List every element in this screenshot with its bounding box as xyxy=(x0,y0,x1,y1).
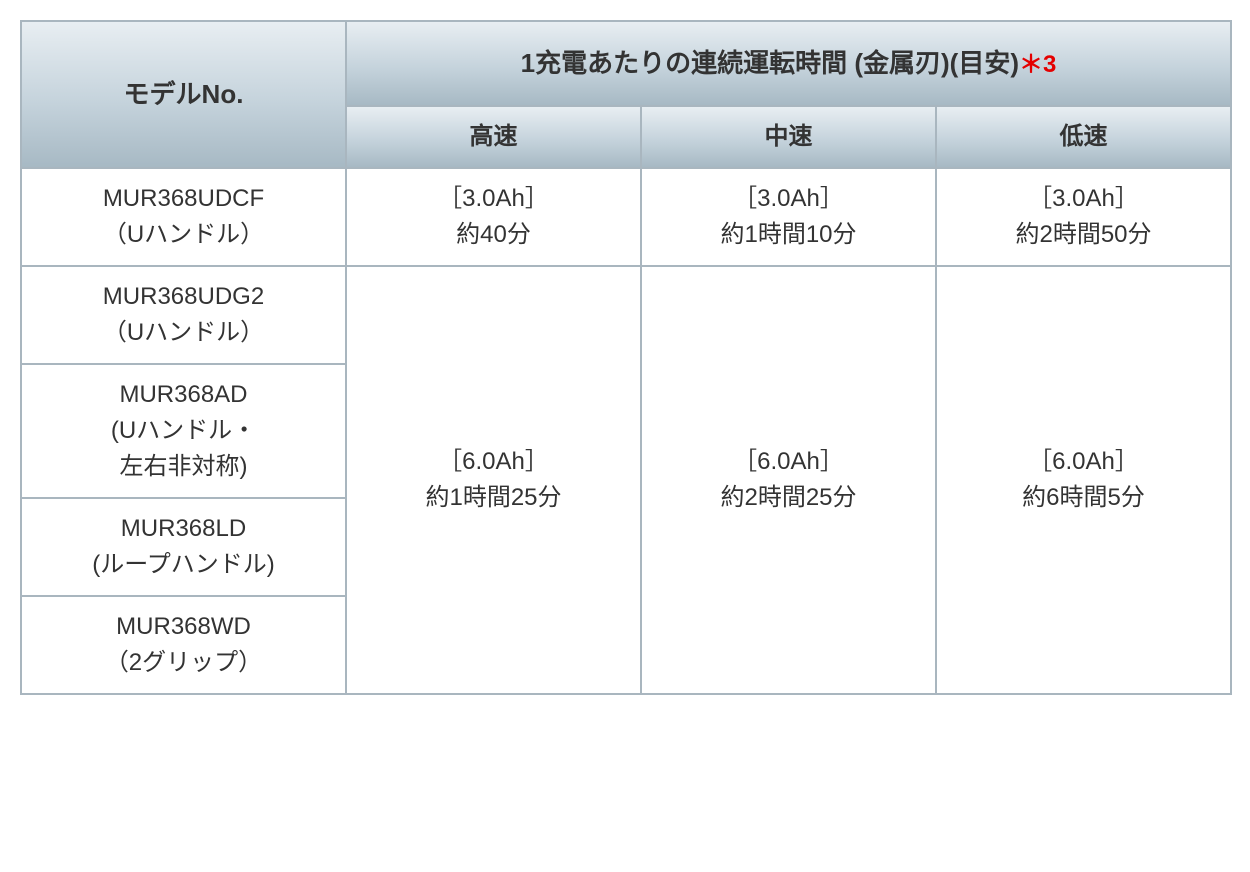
model-sub: （Uハンドル） xyxy=(30,315,337,351)
ah-label: ［6.0Ah］ xyxy=(355,444,632,480)
time-label: 約2時間50分 xyxy=(945,217,1222,253)
runtime-header: 1充電あたりの連続運転時間 (金属刃)(目安)＊3 xyxy=(346,21,1231,106)
table-row: MUR368UDG2 （Uハンドル） ［6.0Ah］ 約1時間25分 ［6.0A… xyxy=(21,266,1231,364)
model-cell: MUR368WD （2グリップ） xyxy=(21,596,346,694)
model-name: MUR368AD xyxy=(30,377,337,413)
model-name: MUR368LD xyxy=(30,511,337,547)
ah-label: ［6.0Ah］ xyxy=(945,444,1222,480)
model-sub: （2グリップ） xyxy=(30,645,337,681)
model-cell: MUR368LD (ループハンドル) xyxy=(21,498,346,596)
header-row-1: モデルNo. 1充電あたりの連続運転時間 (金属刃)(目安)＊3 xyxy=(21,21,1231,106)
mid-cell-merged: ［6.0Ah］ 約2時間25分 xyxy=(641,266,936,694)
model-sub: (ループハンドル) xyxy=(30,547,337,583)
table-row: MUR368UDCF （Uハンドル） ［3.0Ah］ 約40分 ［3.0Ah］ … xyxy=(21,168,1231,266)
mid-cell: ［3.0Ah］ 約1時間10分 xyxy=(641,168,936,266)
model-header: モデルNo. xyxy=(21,21,346,168)
note-ref: ＊3 xyxy=(1019,51,1056,78)
model-sub: （Uハンドル） xyxy=(30,217,337,253)
time-label: 約1時間10分 xyxy=(650,217,927,253)
time-label: 約40分 xyxy=(355,217,632,253)
model-cell: MUR368AD (Uハンドル・ 左右非対称) xyxy=(21,364,346,498)
low-cell: ［3.0Ah］ 約2時間50分 xyxy=(936,168,1231,266)
low-cell-merged: ［6.0Ah］ 約6時間5分 xyxy=(936,266,1231,694)
model-name: MUR368WD xyxy=(30,609,337,645)
speed-header-high: 高速 xyxy=(346,106,641,168)
ah-label: ［3.0Ah］ xyxy=(650,181,927,217)
model-cell: MUR368UDG2 （Uハンドル） xyxy=(21,266,346,364)
model-header-label: モデルNo. xyxy=(124,79,244,109)
ah-label: ［3.0Ah］ xyxy=(945,181,1222,217)
speed-header-mid-label: 中速 xyxy=(765,123,813,150)
speed-header-low-label: 低速 xyxy=(1060,123,1108,150)
speed-header-mid: 中速 xyxy=(641,106,936,168)
ah-label: ［3.0Ah］ xyxy=(355,181,632,217)
runtime-header-label: 1充電あたりの連続運転時間 (金属刃)(目安) xyxy=(521,48,1019,78)
ah-label: ［6.0Ah］ xyxy=(650,444,927,480)
speed-header-high-label: 高速 xyxy=(470,123,518,150)
model-cell: MUR368UDCF （Uハンドル） xyxy=(21,168,346,266)
high-cell-merged: ［6.0Ah］ 約1時間25分 xyxy=(346,266,641,694)
model-sub-line2: 左右非対称) xyxy=(30,449,337,485)
time-label: 約1時間25分 xyxy=(355,480,632,516)
runtime-table: モデルNo. 1充電あたりの連続運転時間 (金属刃)(目安)＊3 高速 中速 低… xyxy=(20,20,1232,695)
model-sub-line1: (Uハンドル・ xyxy=(30,413,337,449)
time-label: 約6時間5分 xyxy=(945,480,1222,516)
model-name: MUR368UDCF xyxy=(30,181,337,217)
time-label: 約2時間25分 xyxy=(650,480,927,516)
speed-header-low: 低速 xyxy=(936,106,1231,168)
high-cell: ［3.0Ah］ 約40分 xyxy=(346,168,641,266)
model-name: MUR368UDG2 xyxy=(30,279,337,315)
